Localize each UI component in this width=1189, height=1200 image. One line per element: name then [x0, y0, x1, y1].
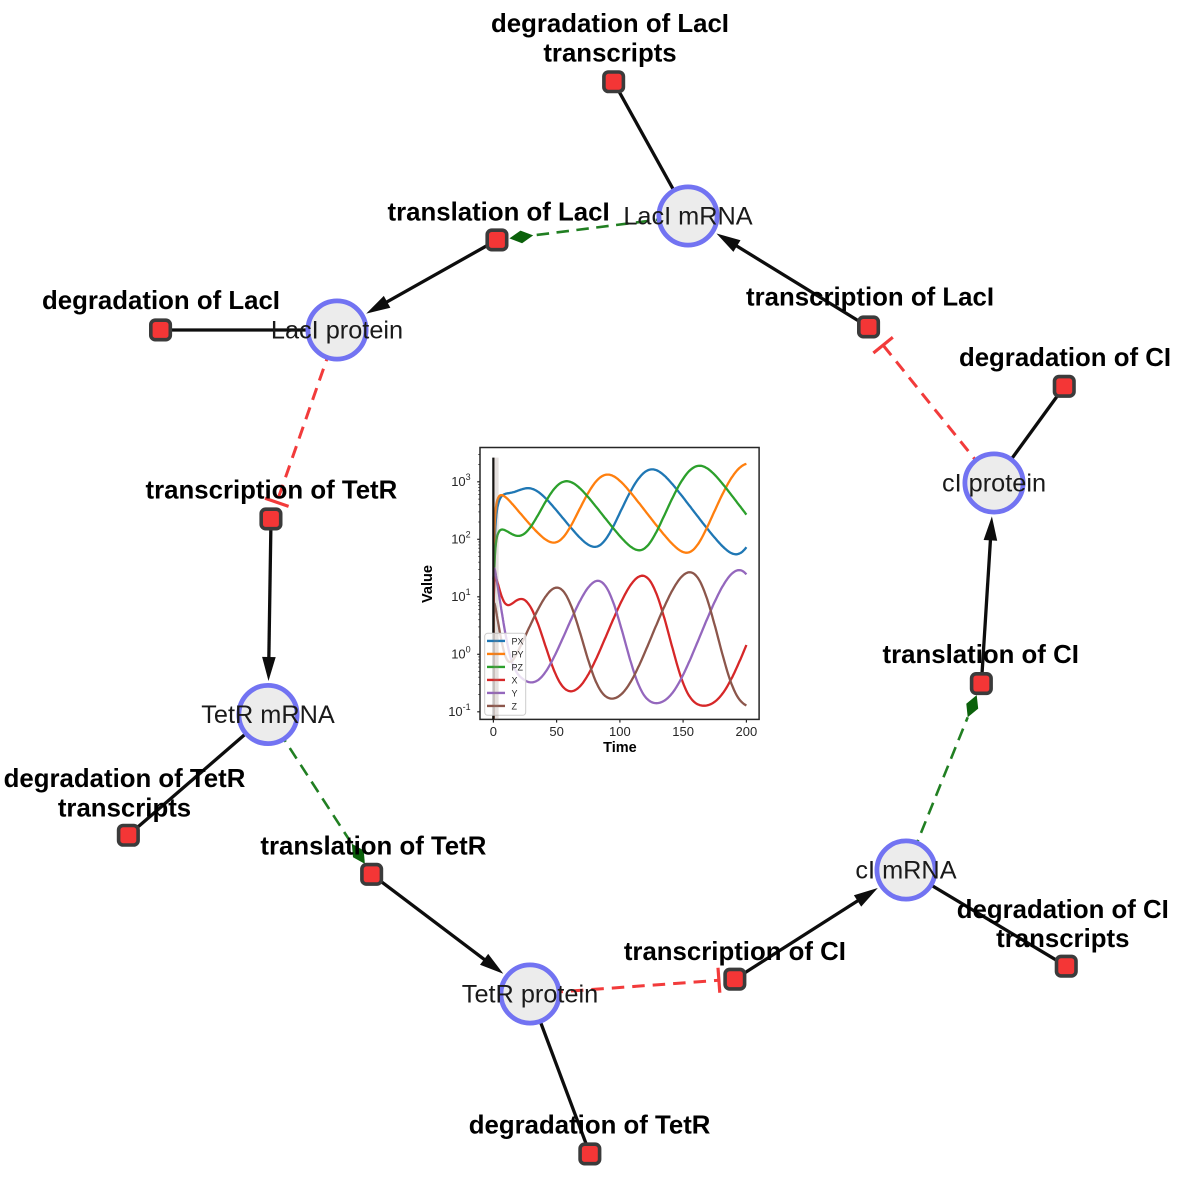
svg-text:TetR mRNA: TetR mRNA [201, 701, 335, 729]
svg-text:200: 200 [736, 724, 758, 739]
svg-text:Value: Value [420, 565, 436, 603]
svg-text:TetR protein: TetR protein [462, 981, 598, 1009]
svg-text:LacI mRNA: LacI mRNA [623, 203, 752, 231]
svg-text:transcription of LacI: transcription of LacI [746, 284, 994, 312]
svg-text:translation of TetR: translation of TetR [260, 833, 486, 861]
svg-text:degradation of CI: degradation of CI [959, 344, 1171, 372]
svg-text:degradation of TetR: degradation of TetR [469, 1112, 711, 1140]
svg-text:translation of LacI: translation of LacI [388, 199, 610, 227]
svg-text:X: X [512, 675, 518, 685]
svg-text:degradation of LacI: degradation of LacI [42, 287, 280, 315]
svg-text:cI protein: cI protein [942, 470, 1046, 498]
svg-text:150: 150 [672, 724, 694, 739]
svg-text:degradation of TetR: degradation of TetR [4, 765, 246, 793]
svg-text:transcription of CI: transcription of CI [624, 938, 846, 966]
svg-text:cI mRNA: cI mRNA [855, 857, 956, 885]
svg-text:transcripts: transcripts [543, 40, 676, 68]
svg-text:PY: PY [512, 649, 524, 659]
svg-text:PZ: PZ [512, 662, 524, 672]
svg-text:102: 102 [451, 530, 470, 547]
svg-text:103: 103 [451, 472, 470, 489]
svg-text:degradation of CI: degradation of CI [957, 896, 1169, 924]
svg-text:degradation of LacI: degradation of LacI [491, 10, 729, 38]
svg-text:100: 100 [451, 645, 470, 662]
svg-text:Y: Y [512, 688, 518, 698]
svg-text:101: 101 [451, 587, 470, 604]
svg-text:0: 0 [490, 724, 497, 739]
svg-text:LacI protein: LacI protein [271, 317, 403, 345]
svg-text:50: 50 [549, 724, 563, 739]
svg-text:100: 100 [609, 724, 631, 739]
svg-text:translation of CI: translation of CI [883, 641, 1079, 669]
svg-text:PX: PX [512, 636, 524, 646]
svg-text:transcripts: transcripts [58, 795, 191, 823]
svg-text:10-1: 10-1 [448, 702, 470, 719]
svg-text:Z: Z [512, 701, 518, 711]
svg-text:Time: Time [603, 740, 637, 756]
svg-text:transcription of TetR: transcription of TetR [146, 477, 398, 505]
svg-text:transcripts: transcripts [996, 925, 1129, 953]
